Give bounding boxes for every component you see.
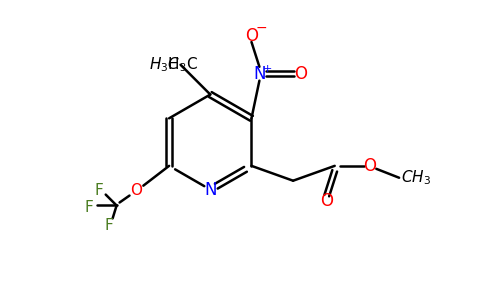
Text: F: F xyxy=(104,218,113,233)
Text: 3: 3 xyxy=(180,63,186,73)
Text: $CH_3$: $CH_3$ xyxy=(401,168,431,187)
Text: F: F xyxy=(94,183,103,198)
Text: $H_3C$: $H_3C$ xyxy=(149,56,181,74)
Text: F: F xyxy=(85,200,93,215)
Text: +: + xyxy=(263,64,272,74)
Text: H: H xyxy=(167,57,179,72)
Text: C: C xyxy=(186,57,197,72)
Text: O: O xyxy=(130,183,142,198)
Text: −: − xyxy=(256,21,267,35)
Text: O: O xyxy=(245,27,258,45)
Text: N: N xyxy=(253,65,266,83)
Text: O: O xyxy=(363,157,376,175)
Text: O: O xyxy=(295,65,307,83)
Text: O: O xyxy=(320,191,333,209)
Text: N: N xyxy=(204,181,216,199)
